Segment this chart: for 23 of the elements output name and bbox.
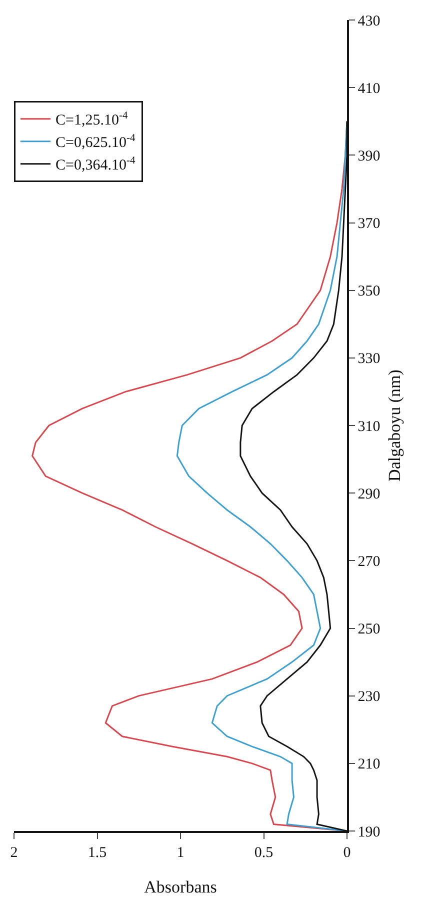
x-tick-label: 1.5 [88, 844, 107, 861]
legend-label: C=1,25.10$^{-4}$ [56, 110, 128, 129]
y-tick-label: 190 [358, 824, 380, 840]
y-tick-label: 370 [358, 216, 380, 232]
x-axis-title: Absorbans [144, 878, 217, 896]
y-tick-label: 290 [358, 486, 380, 502]
y-tick-label: 270 [358, 554, 380, 570]
y-tick-label: 350 [358, 284, 380, 300]
x-tick-label: 1 [176, 844, 184, 861]
y-tick-label: 250 [358, 622, 380, 638]
y-tick-label: 210 [358, 756, 380, 773]
x-tick-label: 0 [343, 844, 351, 861]
y-tick-label: 430 [358, 13, 380, 30]
x-tick-label: 2 [10, 844, 18, 861]
y-tick-label: 410 [358, 80, 380, 97]
y-axis-title: Dalgaboyu (nm) [385, 370, 404, 482]
legend-label: C=0,364.10$^{-4}$ [56, 155, 136, 174]
y-tick-label: 330 [358, 351, 380, 368]
y-tick-label: 310 [358, 418, 380, 435]
y-tick-label: 390 [358, 148, 380, 164]
x-tick-label: 0.5 [254, 844, 274, 861]
y-tick-label: 230 [358, 689, 380, 706]
legend-label: C=0,625.10$^{-4}$ [56, 132, 136, 152]
